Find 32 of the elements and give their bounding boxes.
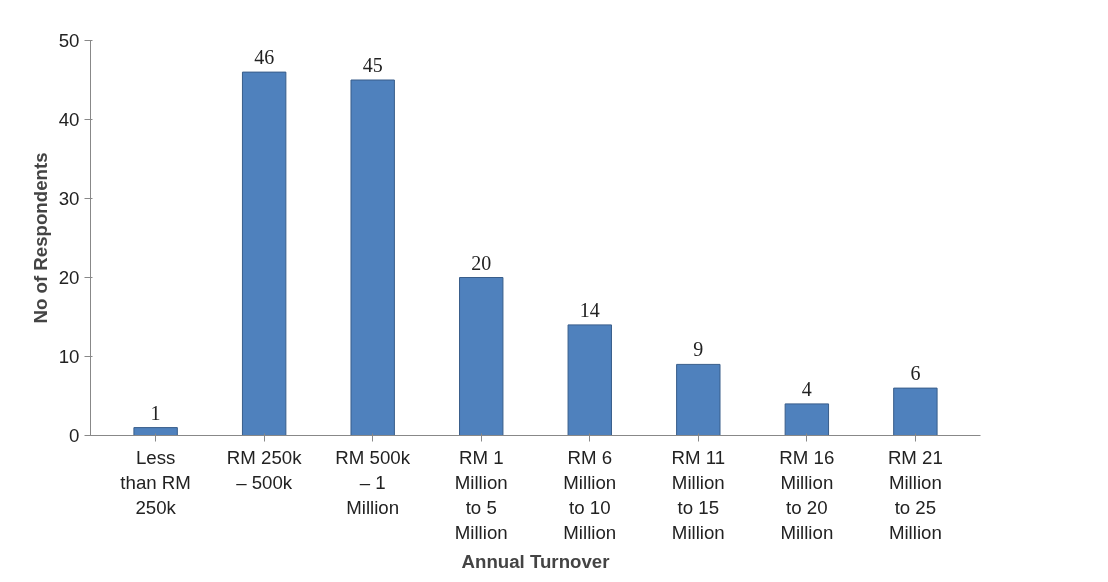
bar: [241, 71, 287, 436]
data-label: 4: [801, 377, 812, 400]
x-tick-label: RM 11 Million to 15 Million: [671, 446, 726, 544]
y-tick-label: 50: [58, 30, 80, 51]
bar: [676, 363, 721, 436]
y-tick-label: 40: [58, 109, 80, 130]
data-label: 20: [471, 251, 492, 274]
bar: [133, 427, 178, 436]
y-axis-title: No of Respondents: [29, 152, 51, 324]
x-tick-label: RM 6 Million to 10 Million: [563, 446, 617, 544]
bar: [567, 324, 612, 436]
bar: [784, 403, 830, 436]
x-tick-label: RM 1 Million to 5 Million: [454, 446, 508, 544]
y-tick-label: 20: [58, 267, 80, 288]
x-tick-label: RM 16 Million to 20 Million: [779, 446, 835, 544]
bar: [350, 79, 395, 436]
x-tick-label: Less than RM 250k: [120, 446, 191, 518]
data-label: 45: [362, 54, 383, 76]
x-tick-label: RM 250k – 500k: [226, 446, 303, 493]
data-label: 14: [579, 298, 600, 321]
y-tick-label: 10: [58, 346, 80, 367]
x-tick-label: RM 500k – 1 Million: [335, 446, 411, 518]
data-label: 9: [693, 338, 704, 361]
data-label: 1: [150, 401, 161, 424]
x-axis-title: Annual Turnover: [461, 551, 610, 573]
bar: [893, 387, 938, 436]
bar: [459, 277, 504, 436]
y-tick-label: 0: [69, 425, 80, 446]
data-label: 46: [254, 46, 275, 69]
data-label: 6: [910, 362, 921, 385]
y-tick-label: 30: [58, 188, 80, 209]
x-tick-label: RM 21 Million to 25 Million: [887, 446, 943, 544]
